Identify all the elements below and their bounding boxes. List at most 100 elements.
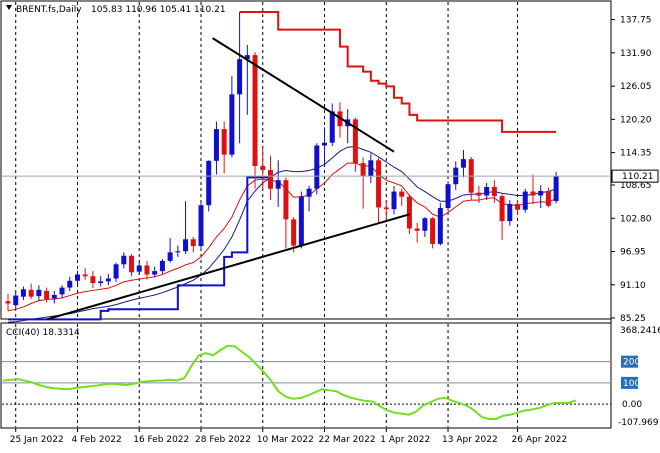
candle-body [98, 281, 104, 284]
candle-body [430, 218, 436, 244]
time-label: 25 Jan 2022 [10, 435, 64, 445]
candle-body [283, 180, 289, 220]
candle [345, 109, 351, 144]
candle [44, 287, 50, 303]
blue-moving-average-line [7, 146, 557, 323]
candlestick-series [5, 11, 559, 311]
candle-body [538, 190, 544, 196]
descending-trendline[interactable] [212, 37, 395, 153]
candle-body [121, 255, 127, 265]
symbol-header[interactable]: BRENT.fs,Daily 105.83 110.96 105.41 110.… [6, 5, 226, 15]
candle-body [383, 207, 389, 210]
candle-body [213, 129, 219, 161]
candle [368, 153, 374, 184]
candle-body [129, 255, 135, 273]
price-tick-label: 137.75 [620, 16, 652, 26]
candle [414, 222, 420, 243]
candle-body [422, 218, 428, 231]
candle [82, 268, 88, 280]
candle-body [545, 190, 551, 206]
candle-body [144, 265, 150, 275]
candle [67, 276, 73, 292]
price-tick-label: 114.35 [620, 149, 652, 159]
cci-polyline [2, 344, 577, 420]
candle-body [229, 94, 235, 155]
candle-body [267, 169, 273, 189]
candle [90, 271, 96, 289]
candle [136, 262, 142, 276]
candle [13, 292, 19, 309]
dropdown-triangle-icon[interactable] [6, 5, 12, 10]
candle-body [376, 160, 382, 208]
candle [538, 185, 544, 209]
lower-support-step-line [8, 176, 271, 321]
candle [252, 52, 258, 189]
candle-body [206, 160, 212, 206]
price-tick-label: 96.95 [620, 248, 646, 258]
candle [329, 103, 335, 147]
candle [221, 121, 227, 174]
moving-averages [7, 10, 557, 323]
candle [291, 217, 297, 253]
candle-body [484, 187, 490, 196]
cci-level-badge [621, 355, 638, 368]
candle [298, 191, 304, 249]
price-tick-label: 91.10 [620, 281, 646, 291]
candle-body [175, 251, 181, 253]
candle-body [90, 276, 96, 284]
candle [144, 260, 150, 280]
candle [522, 188, 528, 213]
candle-body [298, 196, 304, 246]
candle [129, 254, 135, 277]
candle-body [522, 191, 528, 210]
candle [113, 262, 119, 282]
price-tick-label: 102.80 [620, 214, 652, 224]
time-label: 1 Apr 2022 [380, 435, 430, 445]
candle [98, 276, 104, 287]
current-price-label: 110.21 [622, 172, 654, 182]
candle-body [44, 291, 50, 299]
candle-body [476, 192, 482, 196]
price-tick-label: 85.25 [620, 314, 646, 324]
cci-axis-min-label: -107.969 [618, 418, 659, 428]
time-label: 13 Apr 2022 [442, 435, 498, 445]
candle-body [20, 289, 26, 297]
candle-body [391, 191, 397, 210]
price-tick-label: 131.90 [620, 49, 652, 59]
candle [306, 185, 312, 212]
candle-body [445, 184, 451, 209]
upper-resistance-step-line [239, 10, 557, 133]
candle [74, 270, 80, 285]
price-tick-label: 120.20 [620, 115, 652, 125]
candle [499, 194, 505, 240]
candle [229, 76, 235, 158]
candle [437, 202, 443, 246]
candle [530, 174, 536, 205]
candle [422, 217, 428, 238]
candle [383, 200, 389, 222]
candle [121, 252, 127, 269]
cci-axis-max-label: 368.2416 [620, 326, 660, 336]
candle [237, 11, 243, 144]
time-label: 26 Apr 2022 [512, 435, 568, 445]
red-moving-average-line [7, 162, 557, 312]
price-tick-label: 126.05 [620, 82, 652, 92]
candle-body [252, 55, 258, 166]
candle [206, 160, 212, 212]
candle [267, 155, 273, 201]
candle [59, 285, 65, 298]
ascending-trendline[interactable] [46, 213, 410, 321]
candle-body [368, 160, 374, 177]
candle-body [460, 159, 466, 168]
cci-level-label: 200 [623, 358, 640, 368]
candle-body [113, 264, 119, 279]
candle [152, 266, 158, 278]
candle-body [198, 205, 204, 247]
price-tick-label: 108.65 [620, 181, 652, 191]
candle-body [237, 59, 243, 95]
candle [476, 185, 482, 203]
time-label: 4 Feb 2022 [71, 435, 121, 445]
candle-body [515, 204, 521, 210]
